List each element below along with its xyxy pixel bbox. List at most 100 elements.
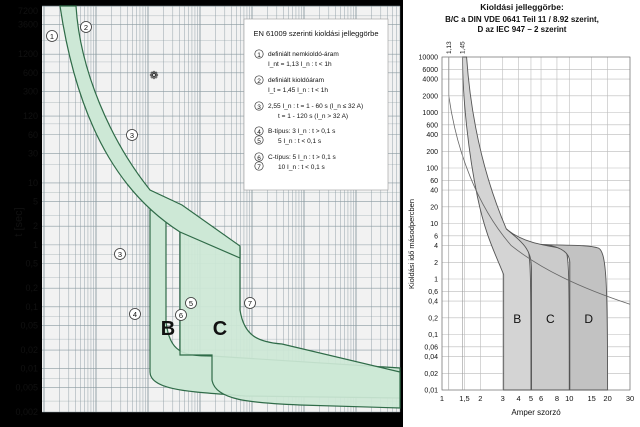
- left-y-tick-label: 5: [33, 197, 38, 207]
- legend-marker-label: 6: [257, 155, 261, 162]
- trip-point-marker-label: 1: [50, 32, 54, 41]
- left-y-tick-label: 0,002: [15, 407, 38, 417]
- right-y-tick-label: 1000: [422, 110, 438, 117]
- right-y-tick-label: 2000: [422, 93, 438, 100]
- legend-marker-label: 2: [257, 78, 261, 85]
- right-y-tick-label: 100: [426, 166, 438, 173]
- right-title: Kioldási jelleggörbe:: [480, 2, 564, 12]
- right-subtitle-line: B/C a DIN VDE 0641 Teil 11 / 8.92 szerin…: [445, 15, 599, 24]
- trip-point-marker-label: 2: [84, 23, 88, 32]
- legend-marker: [254, 75, 264, 85]
- trip-point-marker: [185, 297, 197, 309]
- thermal-band-area: [59, 5, 241, 259]
- legend-marker: [254, 161, 264, 171]
- series-d-label: D: [584, 312, 593, 326]
- left-y-tick-label: 1200: [18, 49, 38, 59]
- legend-item-text: I_t = 1,45 I_n : t < 1h: [268, 87, 328, 94]
- right-y-tick-label: 0,4: [428, 299, 438, 306]
- right-y-tick-label: 0,01: [424, 388, 438, 395]
- right-x-tick-label: 2: [478, 394, 482, 403]
- right-x-tick-label: 1,5: [459, 394, 469, 403]
- trip-point-marker-label: 5: [189, 299, 193, 308]
- right-x-axis-label: Amper szorzó: [511, 408, 561, 417]
- trip-point-marker-label: 4: [133, 310, 137, 319]
- left-y-tick-label: 0,005: [15, 382, 38, 392]
- band-b-label: B: [161, 318, 175, 340]
- trip-point-marker: [175, 309, 187, 321]
- trip-point-marker-label: 3: [130, 131, 134, 140]
- left-y-tick-label: 3600: [18, 20, 38, 30]
- left-y-tick-label: 120: [23, 111, 38, 121]
- right-x-tick-label: 6: [539, 394, 543, 403]
- left-y-tick-label: 300: [23, 86, 38, 96]
- legend-marker-label: 7: [257, 164, 261, 171]
- legend-item-text: C-típus: 5 I_n : t > 0,1 s: [268, 154, 336, 161]
- trip-point-marker: [126, 129, 138, 141]
- right-y-tick-label: 0,2: [428, 315, 438, 322]
- trip-point-marker: [80, 21, 92, 33]
- legend-marker-label: 3: [257, 104, 261, 111]
- right-y-tick-label: 0,1: [428, 332, 438, 339]
- right-y-tick-label: 60: [430, 178, 438, 185]
- legend-marker: [254, 126, 264, 136]
- legend-marker-label: 5: [257, 138, 261, 145]
- left-y-tick-label: 0,5: [25, 259, 38, 269]
- legend-item-text: I_nt = 1,13 I_n : t < 1h: [268, 61, 332, 68]
- trip-point-marker-label: 6: [179, 311, 183, 320]
- right-y-tick-label: 200: [426, 149, 438, 156]
- series-c-label: C: [546, 312, 555, 326]
- right-y-tick-label: 4: [434, 243, 438, 250]
- small-flower-icon: ❁: [149, 70, 158, 82]
- right-y-tick-label: 6: [434, 233, 438, 240]
- band-c-label: C: [213, 318, 227, 340]
- right-x-tick-label: 15: [588, 394, 596, 403]
- right-y-tick-label: 0,6: [428, 289, 438, 296]
- legend-marker-label: 1: [257, 52, 261, 59]
- left-y-tick-label: 0,01: [20, 364, 38, 374]
- right-y-axis-label: Kioldási idő másodpercben: [407, 199, 416, 289]
- right-y-tick-label: 6000: [422, 67, 438, 74]
- legend-marker: [254, 101, 264, 111]
- legend-item-text: definiált nemkioldó-áram: [268, 51, 339, 58]
- lower-thermal-boundary-line: [448, 57, 631, 305]
- left-legend-box: [243, 18, 389, 191]
- legend-item-text: 2,55 I_n : t = 1 - 60 s (I_n ≤ 32 A): [268, 103, 363, 110]
- legend-item-text: B-típus: 3 I_n : t > 0,1 s: [268, 128, 336, 135]
- left-legend-title: EN 61009 szerinti kioldási jelleggörbe: [253, 29, 378, 38]
- right-x-tick-label: 3: [501, 394, 505, 403]
- right-y-tick-label: 400: [426, 132, 438, 139]
- legend-marker: [254, 152, 264, 162]
- legend-item-text: definiált kioldóáram: [268, 77, 324, 84]
- legend-marker-label: 4: [257, 129, 261, 136]
- right-y-tick-label: 1: [434, 277, 438, 284]
- right-y-tick-label: 0,04: [424, 354, 438, 361]
- legend-marker: [254, 135, 264, 145]
- trip-point-marker: [129, 308, 141, 320]
- right-y-tick-label: 600: [426, 122, 438, 129]
- series-b-label: B: [513, 312, 521, 326]
- right-y-tick-label: 0,02: [424, 371, 438, 378]
- legend-item-text: t = 1 - 120 s (I_n > 32 A): [278, 113, 348, 120]
- right-y-tick-label: 2: [434, 260, 438, 267]
- trip-point-marker-label: 3: [118, 250, 122, 259]
- left-y-tick-label: 600: [23, 68, 38, 78]
- legend-marker: [254, 49, 264, 59]
- right-y-tick-label: 0,06: [424, 344, 438, 351]
- series-b-curve: [462, 56, 532, 391]
- left-y-tick-label: 30: [28, 148, 38, 158]
- left-y-tick-label: 0,2: [25, 283, 38, 293]
- left-y-tick-label: 1: [33, 240, 38, 250]
- right-top-tick-label: 1,13: [446, 41, 453, 54]
- left-y-tick-label: 10: [28, 178, 38, 188]
- right-subtitle-line: D az IEC 947 – 2 szerint: [478, 25, 567, 34]
- right-y-tick-label: 40: [430, 188, 438, 195]
- right-top-tick-label: 1,45: [460, 41, 467, 54]
- legend-item-text: 5 I_n : t < 0,1 s: [278, 138, 322, 145]
- right-x-tick-label: 10: [565, 394, 573, 403]
- right-x-tick-label: 1: [440, 394, 444, 403]
- left-y-axis-label: t [sec]: [13, 207, 25, 236]
- left-y-tick-label: 7200: [18, 6, 38, 16]
- left-y-tick-label: 0,1: [25, 302, 38, 312]
- left-y-tick-label: 2: [33, 221, 38, 231]
